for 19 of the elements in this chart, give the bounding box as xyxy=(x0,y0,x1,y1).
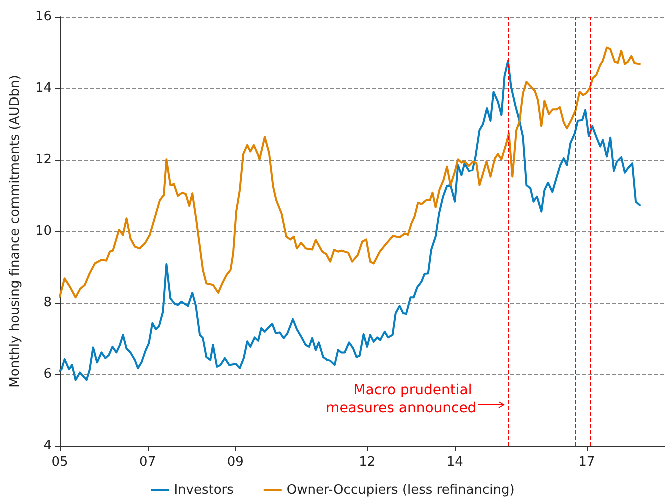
x-tick-label: 07 xyxy=(140,455,156,470)
x-tick-label: 12 xyxy=(359,455,376,470)
line-series xyxy=(59,60,641,382)
y-axis-title: Monthly housing finance commitments (AUDbn) xyxy=(8,75,23,388)
x-tick-label: 05 xyxy=(52,455,68,470)
y-tick-label: 14 xyxy=(35,81,52,96)
x-tick-label: 17 xyxy=(578,455,596,470)
y-tick-label: 4 xyxy=(44,438,52,454)
y-tick-label: 8 xyxy=(44,296,52,310)
line-series xyxy=(59,46,641,299)
y-tick-label: 10 xyxy=(35,224,52,239)
legend-label: Investors xyxy=(174,483,234,498)
legend-label: Owner-Occupiers (less refinancing) xyxy=(286,483,515,498)
y-tick-label: 16 xyxy=(35,10,52,24)
y-tick-label: 6 xyxy=(44,367,52,382)
x-tick-label: 14 xyxy=(446,455,464,470)
x-tick-label: 09 xyxy=(227,455,244,470)
annotation: Macro prudential measures announced xyxy=(326,382,477,417)
y-tick-label: 12 xyxy=(35,152,52,168)
